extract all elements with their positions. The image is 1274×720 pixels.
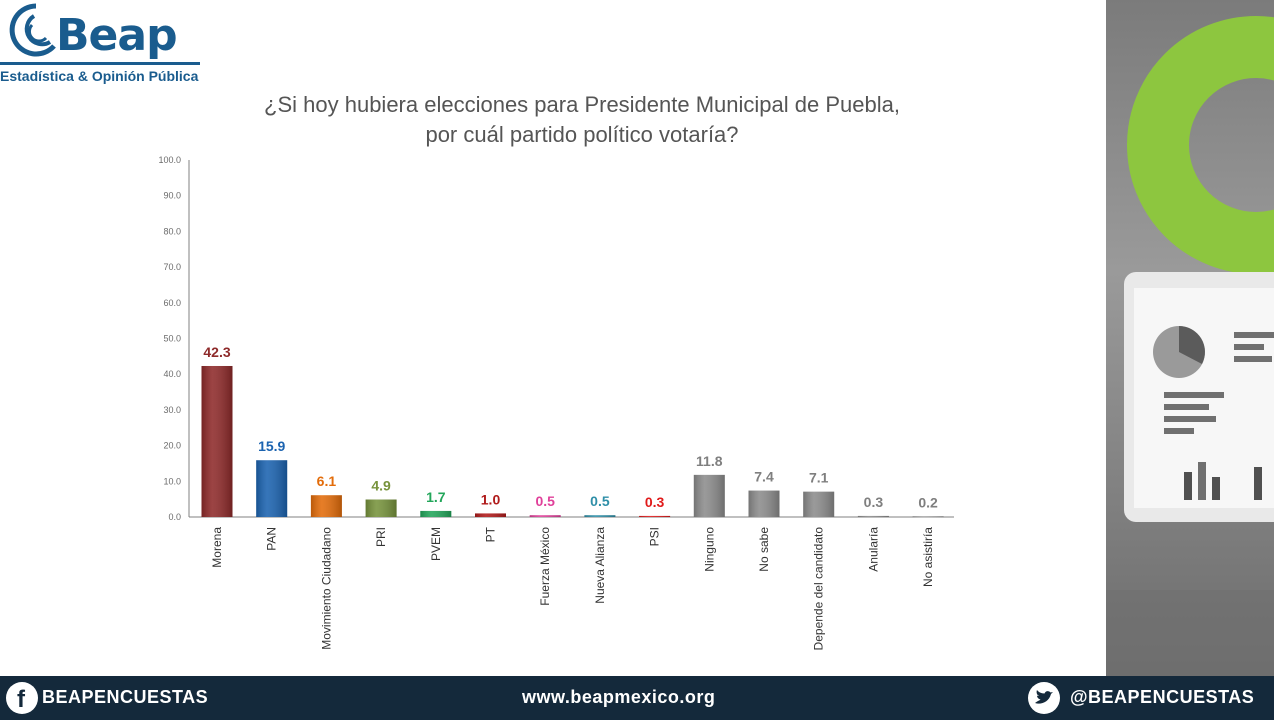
value-label-11: 7.1 [809, 470, 829, 486]
category-label-6: Fuerza México [538, 527, 552, 606]
y-tick-label: 30.0 [163, 405, 181, 415]
category-label-7: Nueva Alianza [593, 527, 607, 604]
tablet-illustration [1124, 272, 1274, 522]
chart-title-line-1: ¿Si hoy hubiera elecciones para Presiden… [264, 92, 900, 117]
value-label-13: 0.2 [918, 494, 938, 510]
value-label-9: 11.8 [696, 453, 723, 469]
category-label-11: Depende del candidato [812, 527, 826, 651]
bar-shade-5 [475, 513, 506, 517]
decorative-side-panel [1106, 0, 1274, 676]
category-label-13: No asistiría [921, 527, 935, 587]
category-label-10: No sabe [757, 527, 771, 572]
footer-bar: f BEAPENCUESTAS www.beapmexico.org @BEAP… [0, 676, 1274, 720]
bar-shade-12 [857, 515, 889, 517]
bar-shade-1 [256, 460, 288, 517]
value-label-12: 0.3 [864, 494, 884, 510]
facebook-handle[interactable]: BEAPENCUESTAS [42, 687, 209, 707]
y-tick-label: 60.0 [163, 298, 181, 308]
website-link[interactable]: www.beapmexico.org [522, 687, 716, 707]
y-tick-label: 0.0 [168, 512, 181, 522]
category-label-1: PAN [265, 527, 279, 551]
chart-title-line-2: por cuál partido político votaría? [425, 122, 739, 147]
chart-title: ¿Si hoy hubiera elecciones para Presiden… [200, 90, 964, 150]
value-label-6: 0.5 [535, 493, 555, 509]
bar-shade-4 [420, 510, 452, 517]
category-label-3: PRI [374, 527, 388, 547]
bar-shade-10 [748, 490, 780, 517]
category-label-0: Morena [210, 527, 224, 568]
bar-shade-8 [639, 515, 671, 517]
bar-shade-2 [310, 495, 342, 517]
y-tick-label: 40.0 [163, 369, 181, 379]
twitter-icon[interactable] [1028, 682, 1060, 714]
bar-shade-11 [803, 491, 835, 517]
value-label-2: 6.1 [317, 473, 337, 489]
bar-shade-13 [912, 516, 944, 518]
category-label-8: PSI [648, 527, 662, 546]
logo-swirl-icon [9, 3, 56, 57]
bar-shade-6 [529, 515, 561, 517]
y-tick-label: 80.0 [163, 226, 181, 236]
value-label-10: 7.4 [754, 469, 774, 485]
value-label-0: 42.3 [203, 344, 230, 360]
bar-shade-3 [365, 499, 397, 517]
y-tick-label: 20.0 [163, 441, 181, 451]
twitter-glyph [1035, 690, 1053, 704]
category-label-5: PT [484, 526, 498, 542]
bar-chart: 0.0 10.0 20.0 30.0 40.0 50.0 60.0 70.0 80.0 90.0 1… [158, 155, 954, 651]
y-tick-label: 100.0 [158, 155, 181, 165]
facebook-glyph: f [17, 686, 26, 713]
bar-shade-0 [201, 365, 233, 517]
beap-logo: Beap Estadística & Opinión Pública [0, 0, 210, 90]
y-tick-label: 10.0 [163, 476, 181, 486]
bar-shade-9 [693, 474, 725, 517]
category-label-12: Anularía [866, 527, 880, 572]
value-label-8: 0.3 [645, 494, 665, 510]
value-label-3: 4.9 [371, 478, 391, 494]
category-label-2: Movimiento Ciudadano [319, 527, 333, 650]
logo-wordmark: Beap [56, 10, 178, 61]
svg-text:f: f [17, 686, 26, 713]
value-label-7: 0.5 [590, 493, 610, 509]
y-tick-label: 70.0 [163, 262, 181, 272]
bar-shade-7 [584, 515, 616, 517]
decorative-ring-icon [1106, 16, 1274, 676]
category-label-9: Ninguno [702, 527, 716, 572]
y-tick-label: 50.0 [163, 334, 181, 344]
twitter-handle[interactable]: @BEAPENCUESTAS [1070, 687, 1255, 707]
logo-underline [0, 62, 200, 65]
category-label-4: PVEM [429, 527, 443, 561]
logo-subtitle: Estadística & Opinión Pública [0, 68, 199, 84]
value-label-5: 1.0 [481, 491, 501, 507]
value-label-4: 1.7 [426, 489, 446, 505]
y-tick-label: 90.0 [163, 191, 181, 201]
facebook-icon[interactable]: f [6, 682, 38, 714]
value-label-1: 15.9 [258, 438, 285, 454]
